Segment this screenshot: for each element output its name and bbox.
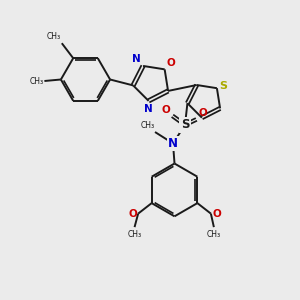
Text: S: S <box>220 81 228 92</box>
Text: N: N <box>168 137 178 150</box>
Text: CH₃: CH₃ <box>141 121 155 130</box>
Text: CH₃: CH₃ <box>128 230 142 238</box>
Text: S: S <box>181 118 189 131</box>
Text: O: O <box>162 105 171 115</box>
Text: N: N <box>132 54 141 64</box>
Text: CH₃: CH₃ <box>207 230 221 238</box>
Text: O: O <box>167 58 176 68</box>
Text: O: O <box>212 208 221 219</box>
Text: CH₃: CH₃ <box>29 76 44 85</box>
Text: CH₃: CH₃ <box>46 32 61 41</box>
Text: O: O <box>198 108 207 118</box>
Text: O: O <box>128 208 137 219</box>
Text: N: N <box>144 104 153 114</box>
